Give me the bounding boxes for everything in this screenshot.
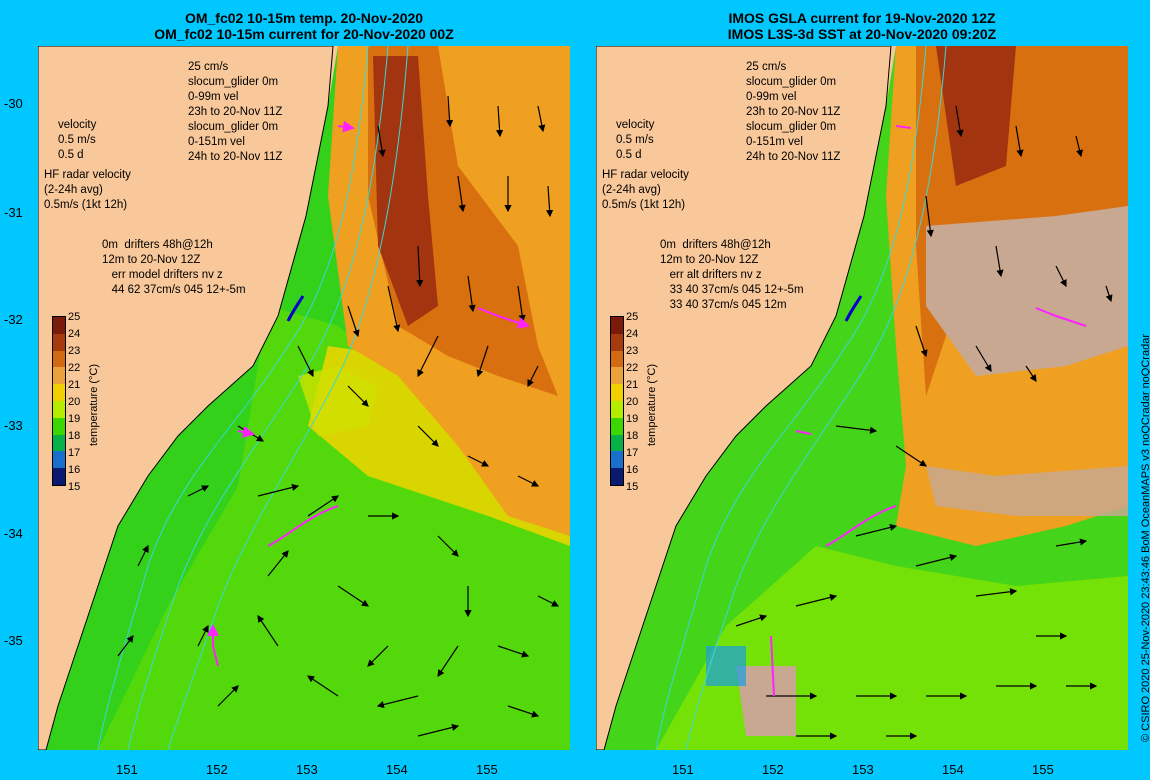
isobath-r2 xyxy=(685,46,947,750)
cbar-label-15: 15 xyxy=(68,481,81,493)
left-velocity-key: velocity 0.5 m/s 0.5 d xyxy=(58,119,97,161)
colorbar-title-r: temperature (°C) xyxy=(646,363,658,446)
isobath-r1 xyxy=(655,46,927,750)
right-drifter-key: 0m drifters 48h@12h 12m to 20-Nov 12Z err… xyxy=(660,239,804,311)
credit-text: © CSIRO 2020 25-Nov-2020 23:43:46 BoM Oc… xyxy=(1140,334,1150,742)
missing-data-1 xyxy=(926,206,1128,376)
right-velocity-key: velocity 0.5 m/s 0.5 d xyxy=(616,119,655,161)
right-map-panel: 25 cm/s slocum_glider 0m 0-99m vel 23h to 2… xyxy=(596,46,1128,750)
colorbar-title: temperature (°C) xyxy=(88,363,100,446)
glider-track-r xyxy=(844,295,863,322)
cbar-label-18: 18 xyxy=(68,430,81,442)
cbar-label-16: 16 xyxy=(68,464,81,476)
lon-label-154-r: 154 xyxy=(942,762,964,777)
left-map-graphic xyxy=(38,46,570,750)
left-title-line1: OM_fc02 10-15m temp. 20-Nov-2020 xyxy=(184,10,424,26)
temperature-colorbar-r xyxy=(610,316,624,486)
cbar-r-label-21: 21 xyxy=(626,379,639,391)
glider-track xyxy=(286,295,305,322)
cbar-label-24: 24 xyxy=(68,328,81,340)
left-map-panel: 25 cm/s slocum_glider 0m 0-99m vel 23h to 2… xyxy=(38,46,570,750)
left-legend: 25 cm/s slocum_glider 0m 0-99m vel 23h to 2… xyxy=(188,61,283,163)
right-title-line1: IMOS GSLA current for 19-Nov-2020 12Z xyxy=(728,10,996,26)
current-vectors-r xyxy=(735,105,1113,740)
cbar-r-label-19: 19 xyxy=(626,413,639,425)
lon-label-155-r: 155 xyxy=(1032,762,1054,777)
cbar-label-19: 19 xyxy=(68,413,81,425)
lat-label-30: -30 xyxy=(4,96,23,111)
lat-label-32: -32 xyxy=(4,312,23,327)
lat-label-35: -35 xyxy=(4,633,23,648)
lat-label-31: -31 xyxy=(4,205,23,220)
left-hf-radar-key: HF radar velocity (2-24h avg) 0.5m/s (1kt … xyxy=(44,169,131,211)
cbar-label-25: 25 xyxy=(68,311,81,323)
cbar-r-label-16: 16 xyxy=(626,464,639,476)
cbar-label-23: 23 xyxy=(68,345,81,357)
current-vectors xyxy=(117,95,560,737)
isobath-2 xyxy=(127,46,389,750)
sst-field-mid xyxy=(298,366,378,436)
sst-field-blue-r xyxy=(706,646,746,686)
cbar-label-22: 22 xyxy=(68,362,81,374)
right-map-graphic xyxy=(596,46,1128,750)
cbar-r-label-25: 25 xyxy=(626,311,639,323)
lon-label-152: 152 xyxy=(206,762,228,777)
land-area-r xyxy=(596,46,892,750)
missing-data-2 xyxy=(926,466,1128,516)
right-hf-radar-key: HF radar velocity (2-24h avg) 0.5m/s (1kt … xyxy=(602,169,689,211)
lat-label-34: -34 xyxy=(4,526,23,541)
cbar-r-label-20: 20 xyxy=(626,396,639,408)
missing-data-3 xyxy=(736,666,796,736)
left-drifter-key: 0m drifters 48h@12h 12m to 20-Nov 12Z err… xyxy=(102,239,246,296)
land-area xyxy=(38,46,334,750)
left-title-line2: OM_fc02 10-15m current for 20-Nov-2020 0… xyxy=(154,26,454,42)
right-legend: 25 cm/s slocum_glider 0m 0-99m vel 23h to 2… xyxy=(746,61,841,163)
isobath-3 xyxy=(167,46,409,750)
drifter-tracks-r xyxy=(770,125,1087,697)
lon-label-153-r: 153 xyxy=(852,762,874,777)
lon-label-152-r: 152 xyxy=(762,762,784,777)
cbar-label-21: 21 xyxy=(68,379,81,391)
lon-label-153: 153 xyxy=(296,762,318,777)
cbar-label-20: 20 xyxy=(68,396,81,408)
lon-label-154: 154 xyxy=(386,762,408,777)
cbar-r-label-23: 23 xyxy=(626,345,639,357)
cbar-r-label-18: 18 xyxy=(626,430,639,442)
right-title-line2: IMOS L3S-3d SST at 20-Nov-2020 09:20Z xyxy=(727,26,997,42)
temperature-colorbar xyxy=(52,316,66,486)
left-title: OM_fc02 10-15m temp. 20-Nov-2020 OM_fc02… xyxy=(38,10,570,42)
cbar-r-label-22: 22 xyxy=(626,362,639,374)
drifter-tracks xyxy=(207,120,530,667)
lon-label-151: 151 xyxy=(116,762,138,777)
lon-label-155: 155 xyxy=(476,762,498,777)
sst-field-red-r xyxy=(936,46,1016,186)
right-title: IMOS GSLA current for 19-Nov-2020 12Z IM… xyxy=(596,10,1128,42)
lat-label-33: -33 xyxy=(4,418,23,433)
sst-field-yellowgreen xyxy=(98,306,570,750)
cbar-r-label-24: 24 xyxy=(626,328,639,340)
cbar-r-label-15: 15 xyxy=(626,481,639,493)
sst-field-red xyxy=(373,56,438,326)
lon-label-151-r: 151 xyxy=(672,762,694,777)
cbar-label-17: 17 xyxy=(68,447,81,459)
cbar-r-label-17: 17 xyxy=(626,447,639,459)
